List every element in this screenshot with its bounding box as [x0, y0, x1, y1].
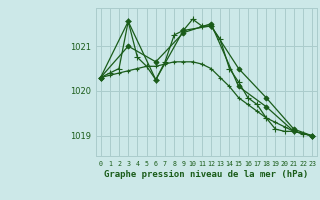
X-axis label: Graphe pression niveau de la mer (hPa): Graphe pression niveau de la mer (hPa)	[104, 170, 308, 179]
